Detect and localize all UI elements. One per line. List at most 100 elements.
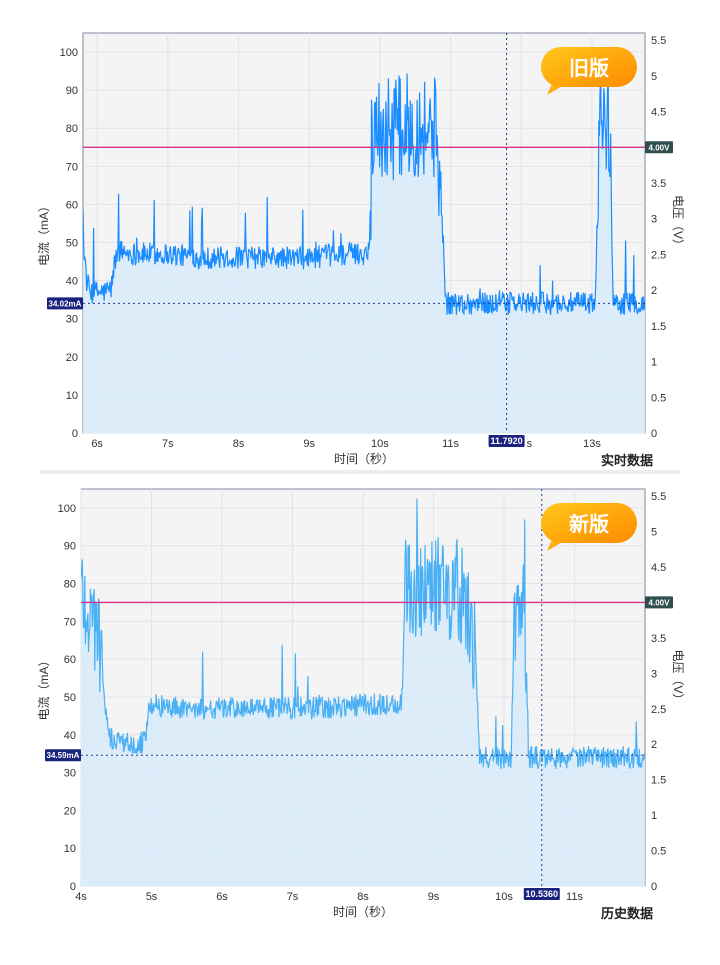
y2-tick-label: 0.5: [651, 392, 666, 404]
series-group: [81, 498, 645, 886]
reference-badge: 34.02mA: [47, 297, 83, 310]
y-tick-label: 50: [64, 692, 76, 704]
y-axis-title: 电流（mA）: [37, 200, 51, 266]
y2-tick-label: 5: [651, 71, 657, 83]
x-tick-label: 13s: [583, 438, 601, 450]
y2-axis-title: 电压（V）: [671, 195, 685, 251]
y-tick-label: 90: [64, 541, 76, 553]
y-tick-label: 10: [64, 843, 76, 855]
y-tick-label: 50: [66, 238, 78, 250]
cursor-badge-label: 11.7920: [491, 436, 523, 446]
x-tick-label: 10s: [495, 891, 513, 903]
x-tick-label: 8s: [233, 438, 245, 450]
y-tick-label: 30: [64, 768, 76, 780]
cursor-badge-label: 10.5360: [526, 889, 559, 899]
series-line: [83, 73, 645, 316]
cursor-badge-bg: [488, 435, 525, 447]
cursor-badge: 11.7920: [488, 435, 525, 447]
x-tick-label: 9s: [303, 438, 315, 450]
y2-tick-label: 2.5: [651, 704, 666, 716]
y2-tick-label: 5.5: [651, 491, 666, 503]
y-tick-label: 60: [66, 199, 78, 211]
x-tick-label: 9s: [428, 891, 440, 903]
reference-badge: 34.59mA: [45, 749, 81, 762]
reference-badge-label: 34.59mA: [47, 751, 80, 760]
y2-tick-label: 3: [651, 668, 657, 680]
y2-tick-label: 3.5: [651, 178, 666, 190]
y-tick-label: 30: [66, 314, 78, 326]
y2-tick-label: 0.5: [651, 846, 666, 858]
y2-tick-label: 1: [651, 357, 657, 369]
voltage-badge-bg: [645, 141, 673, 154]
version-badge: 新版: [541, 503, 637, 551]
chart-panel-new: 010203040506070809010000.511.522.533.544…: [0, 476, 720, 960]
y-tick-label: 40: [64, 730, 76, 742]
y-tick-label: 70: [66, 161, 78, 173]
y2-axis-title: 电压（V）: [671, 649, 685, 705]
y2-tick-label: 2: [651, 739, 657, 751]
y2-tick-label: 5: [651, 527, 657, 539]
series-area: [83, 73, 645, 433]
chart-new-svg: 010203040506070809010000.511.522.533.544…: [37, 488, 685, 921]
y-tick-label: 100: [58, 503, 76, 515]
reference-badge-bg: [45, 749, 81, 762]
x-tick-label: 5s: [146, 891, 158, 903]
y2-tick-label: 1.5: [651, 775, 666, 787]
y2-tick-label: 2.5: [651, 249, 666, 261]
y2-tick-label: 1: [651, 810, 657, 822]
cursor-badge: 10.5360: [523, 888, 560, 900]
y-tick-label: 90: [66, 85, 78, 97]
data-source-label: 实时数据: [601, 453, 653, 468]
y2-tick-label: 5.5: [651, 35, 666, 47]
x-tick-label: 7s: [287, 891, 299, 903]
chart-old-svg: 010203040506070809010000.511.522.533.544…: [37, 32, 685, 468]
y2-tick-label: 2: [651, 285, 657, 297]
x-axis-title: 时间（秒）: [333, 905, 393, 919]
y2-tick-label: 3: [651, 214, 657, 226]
y-tick-label: 40: [66, 276, 78, 288]
reference-badge-label: 34.02mA: [49, 299, 82, 308]
y2-tick-label: 1.5: [651, 321, 666, 333]
y2-tick-label: 3.5: [651, 633, 666, 645]
x-tick-label: 11s: [442, 438, 459, 450]
version-badge: 旧版: [541, 47, 637, 95]
series-area: [81, 498, 645, 886]
voltage-badge: 4.00V: [645, 596, 673, 609]
version-badge-label: 新版: [569, 512, 609, 536]
y-tick-label: 100: [60, 47, 78, 59]
y-tick-label: 20: [64, 805, 76, 817]
series-line: [81, 498, 645, 770]
x-tick-label: 11s: [566, 891, 583, 903]
version-badge-bg: [541, 47, 637, 87]
y-tick-label: 0: [70, 881, 76, 893]
y-axis-title: 电流（mA）: [37, 654, 51, 720]
y2-tick-label: 0: [651, 428, 657, 440]
version-badge-bg: [541, 503, 637, 543]
y-tick-label: 70: [64, 616, 76, 628]
series-group: [83, 73, 645, 433]
data-source-label: 历史数据: [601, 906, 653, 921]
cursor-badge-bg: [523, 888, 560, 900]
voltage-badge-label: 4.00V: [649, 143, 671, 152]
y-tick-label: 20: [66, 352, 78, 364]
y-tick-label: 10: [66, 390, 78, 402]
x-axis-title: 时间（秒）: [334, 452, 394, 466]
version-badge-label: 旧版: [569, 56, 609, 80]
x-tick-label: 10s: [371, 438, 389, 450]
panel-divider: [40, 470, 680, 474]
y-tick-label: 80: [64, 579, 76, 591]
y2-tick-label: 4.5: [651, 562, 666, 574]
x-tick-label: 8s: [357, 891, 369, 903]
x-tick-label: 6s: [91, 438, 103, 450]
y2-tick-label: 0: [651, 881, 657, 893]
x-tick-label: 6s: [216, 891, 228, 903]
y-tick-label: 80: [66, 123, 78, 135]
x-tick-label: 7s: [162, 438, 174, 450]
cursor-suffix-label: s: [527, 438, 533, 450]
y2-tick-label: 4.5: [651, 107, 666, 119]
voltage-badge-label: 4.00V: [649, 598, 671, 607]
x-tick-label: 4s: [75, 891, 87, 903]
y-tick-label: 60: [64, 654, 76, 666]
chart-panel-old: 010203040506070809010000.511.522.533.544…: [0, 0, 720, 472]
reference-badge-bg: [47, 297, 83, 310]
